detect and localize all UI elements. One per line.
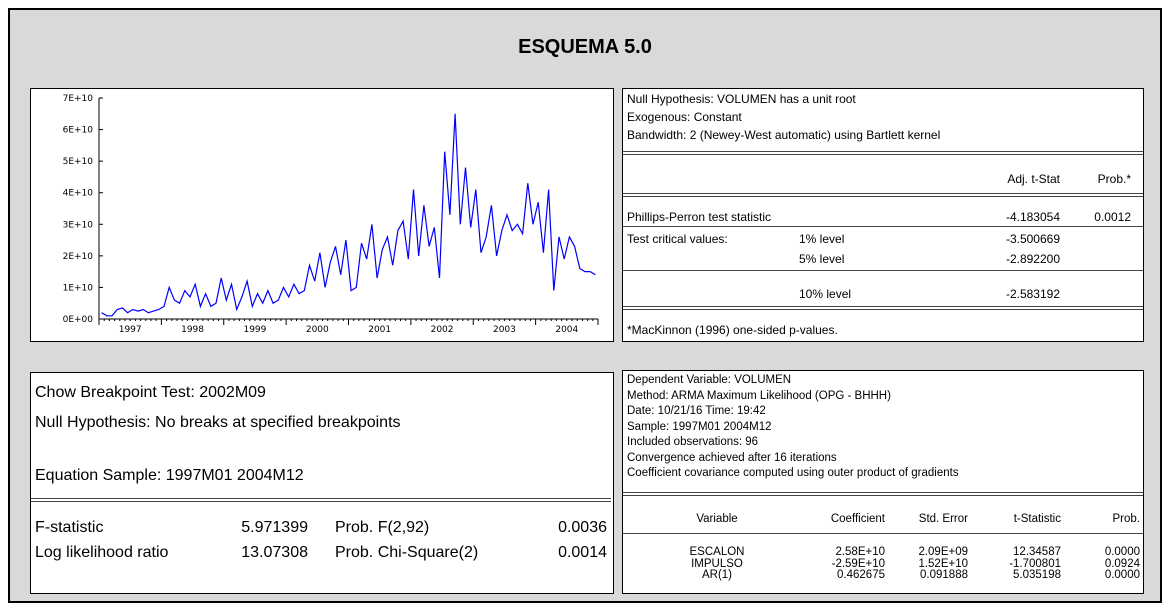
cell: 0.0000 — [1104, 546, 1140, 558]
level: 10% level — [799, 287, 852, 301]
double-rule — [623, 492, 1143, 496]
background: ESQUEMA 5.0 0E+00 1E+10 2E+10 3E+10 4E+10 5E+… — [8, 8, 1162, 603]
header-line: Included observations: 96 — [627, 436, 759, 448]
row-label: F-statistic — [35, 519, 104, 536]
cell: 12.34587 — [1013, 546, 1061, 558]
cell: -2.59E+10 — [831, 557, 885, 570]
chow-line: Chow Breakpoint Test: 2002M09 — [35, 384, 266, 401]
header-line: Dependent Variable: VOLUMEN — [627, 374, 792, 386]
column-header: t-Statistic — [1013, 513, 1061, 525]
y-tick-label: 5E+10 — [63, 157, 94, 167]
rule — [623, 270, 1143, 271]
row-label: Test critical values: — [627, 232, 728, 246]
x-tick-label: 1997 — [119, 325, 142, 335]
x-tick-label: 1998 — [181, 325, 204, 335]
x-tick-label: 1999 — [243, 325, 266, 335]
double-rule — [623, 193, 1143, 197]
header-line: Null Hypothesis: VOLUMEN has a unit root — [627, 92, 856, 106]
double-rule — [623, 306, 1143, 310]
y-tick-label: 3E+10 — [63, 220, 94, 230]
rule — [623, 533, 1143, 534]
title: ESQUEMA 5.0 — [518, 36, 652, 58]
column-header: Variable — [696, 513, 738, 525]
cell: -1.700801 — [1009, 557, 1061, 570]
row-label: Log likelihood ratio — [35, 544, 169, 561]
y-tick-label: 0E+00 — [63, 315, 94, 325]
line-series — [101, 113, 596, 317]
cell: 0.091888 — [920, 569, 968, 581]
header-line: Exogenous: Constant — [627, 110, 742, 124]
column-header: Adj. t-Stat — [1007, 172, 1060, 186]
header-line: Date: 10/21/16 Time: 19:42 — [627, 405, 766, 417]
header-line: Convergence achieved after 16 iterations — [627, 451, 837, 464]
cell: 0.462675 — [837, 569, 885, 581]
prob: 0.0012 — [1094, 210, 1131, 224]
rule — [623, 226, 1143, 227]
chow-line: Equation Sample: 1997M01 2004M12 — [35, 467, 304, 484]
y-tick-label: 6E+10 — [63, 126, 94, 136]
t-stat: -2.583192 — [1005, 287, 1060, 301]
y-tick-label: 7E+10 — [63, 94, 94, 104]
x-tick-label: 2003 — [493, 325, 516, 335]
cell: 2.09E+09 — [918, 546, 968, 558]
header-line: Method: ARMA Maximum Likelihood (OPG - B… — [627, 389, 891, 402]
value: 13.07308 — [241, 544, 308, 561]
value: 5.971399 — [241, 519, 308, 536]
cell: 1.52E+10 — [918, 557, 968, 570]
y-tick-label: 2E+10 — [63, 252, 94, 262]
chow-line: Null Hypothesis: No breaks at specified … — [35, 414, 401, 431]
double-rule — [623, 151, 1143, 155]
variable: AR(1) — [701, 569, 733, 581]
t-stat: -3.500669 — [1005, 232, 1060, 246]
header-line: Coefficient covariance computed using ou… — [627, 467, 959, 479]
cell: 0.0000 — [1104, 569, 1140, 581]
header-line: Sample: 1997M01 2004M12 — [627, 420, 772, 433]
prob-label: Prob. F(2,92) — [335, 519, 430, 536]
prob: 0.0014 — [558, 544, 607, 561]
x-tick-label: 2000 — [306, 325, 329, 335]
column-header: Std. Error — [918, 513, 968, 525]
chart: 0E+00 1E+10 2E+10 3E+10 4E+10 5E+10 6E+10 7E+10… — [63, 94, 599, 335]
arma-panel: Dependent Variable: VOLUMEN Method: ARMA … — [622, 370, 1144, 594]
variable: IMPULSO — [691, 557, 743, 570]
variable: ESCALON — [689, 546, 745, 558]
chow-panel: Chow Breakpoint Test: 2002M09 Null Hypoth… — [30, 372, 614, 594]
t-stat: -4.183054 — [1005, 210, 1060, 224]
prob: 0.0036 — [558, 519, 607, 536]
unit-root-panel: Null Hypothesis: VOLUMEN has a unit root… — [622, 88, 1144, 342]
x-tick-label: 2004 — [555, 325, 578, 335]
level: 1% level — [799, 232, 845, 246]
cell: 5.035198 — [1013, 569, 1061, 581]
prob-label: Prob. Chi-Square(2) — [335, 544, 479, 561]
header-line: Bandwidth: 2 (Newey-West automatic) usin… — [627, 128, 941, 142]
y-tick-label: 4E+10 — [63, 189, 94, 199]
column-header: Coefficient — [830, 513, 885, 525]
x-tick-label: 2001 — [368, 325, 391, 335]
cell: 2.58E+10 — [835, 546, 885, 558]
footnote: *MacKinnon (1996) one-sided p-values. — [627, 323, 838, 337]
double-rule — [31, 498, 611, 502]
column-header: Prob. — [1112, 513, 1141, 525]
y-tick-label: 1E+10 — [63, 283, 94, 293]
x-tick-label: 2002 — [431, 325, 454, 335]
row-label: Phillips-Perron test statistic — [627, 210, 772, 224]
t-stat: -2.892200 — [1005, 252, 1060, 266]
cell: 0.0924 — [1104, 557, 1140, 570]
level: 5% level — [799, 252, 845, 266]
chart-panel: 0E+00 1E+10 2E+10 3E+10 4E+10 5E+10 6E+10 7E+10… — [30, 88, 614, 342]
column-header: Prob.* — [1097, 172, 1131, 186]
